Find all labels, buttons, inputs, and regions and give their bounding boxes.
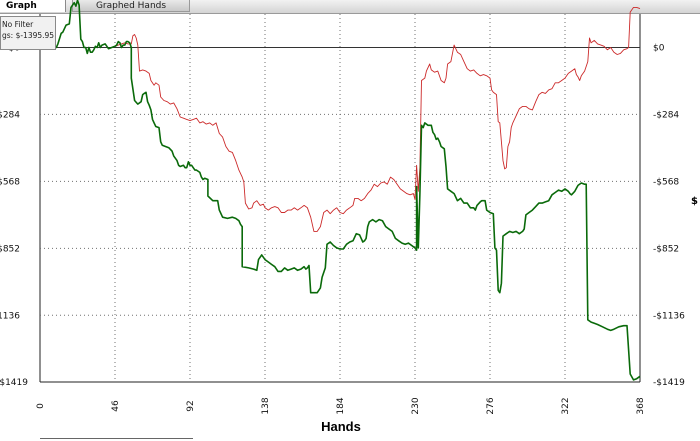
y-axis-right: $0 -$284 -$568 -$852 -$1136 -$1419 [653,43,685,388]
y-tick-label-right: -$1136 [653,311,685,321]
y-tick-label-left: -$1419 [0,378,28,388]
series-line-main [40,0,641,381]
x-tick-label: 138 [261,397,271,414]
bottom-divider [40,438,193,439]
side-glyph: $ [691,196,698,207]
y-tick-label-left: -$1136 [0,311,20,321]
filter-info-box: No Filter gs: $-1395.95 [0,16,56,50]
y-tick-label-right: -$284 [653,110,679,120]
grid [39,14,641,383]
y-tick-label-right: -$1419 [653,378,685,388]
y-tick-label-right: -$852 [653,244,679,254]
filter-label: No Filter [2,20,34,29]
series-layer [40,0,641,381]
x-tick-label: 230 [411,397,421,414]
y-tick-label-left: -$568 [0,177,20,187]
tab-bar: Graph Graphed Hands [0,0,700,14]
x-tick-label: 184 [336,397,346,414]
y-tick-label-left: -$852 [0,244,20,254]
y-tick-label-left: -$284 [0,110,20,120]
x-tick-label: 92 [186,400,196,411]
x-tick-label: 276 [486,397,496,414]
x-tick-label: 0 [36,403,46,409]
winnings-label: gs: $-1395.95 [2,31,55,40]
x-tick-label: 368 [636,397,646,414]
x-axis-label: Hands [321,419,361,434]
tab-graph[interactable]: Graph [0,0,66,12]
x-axis: 0 46 92 138 184 230 276 322 368 [36,397,646,414]
y-tick-label-right: $0 [653,43,665,53]
x-tick-label: 46 [111,400,121,412]
y-tick-label-right: -$568 [653,177,679,187]
y-axis-left: $0-$284-$568-$852-$1136-$1419 [0,43,28,388]
x-tick-label: 322 [561,397,571,414]
